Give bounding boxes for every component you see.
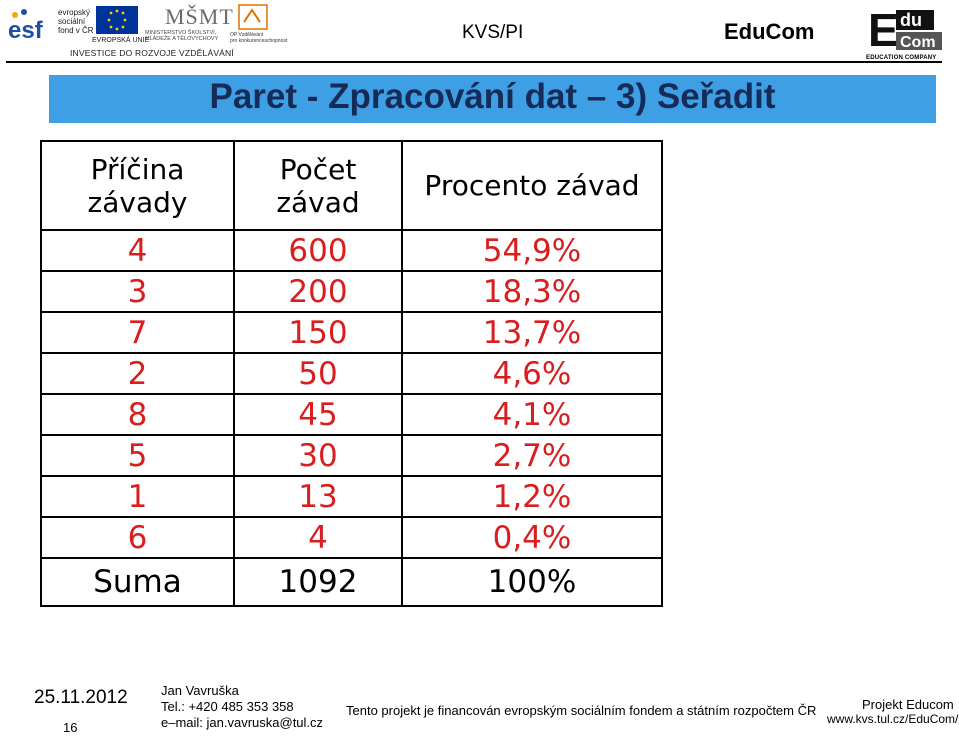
department-label: KVS/PI [462,22,524,43]
cell-percent: 54,9% [401,229,663,272]
table-row: 4 600 54,9% [40,229,663,272]
table-row: 1 13 1,2% [40,475,663,518]
cell-percent: 4,1% [401,393,663,436]
title-bar [49,75,936,123]
op-label: OP Vzdělávání pro konkurenceschopnost [230,32,287,44]
eu-label: EVROPSKÁ UNIE [92,37,150,44]
cell-cause: 2 [40,352,235,395]
educom-title: EduCom [724,19,815,44]
cell-cause: 6 [40,516,235,559]
investice-label: INVESTICE DO ROZVOJE VZDĚLÁVÁNÍ [70,48,234,58]
header-count: Počet závad [233,140,403,231]
cell-cause: 5 [40,434,235,477]
op-logo-icon [238,4,268,30]
educom-logo-du: du [900,10,922,30]
cell-count: 13 [233,475,403,518]
cell-count: 30 [233,434,403,477]
cell-count: 200 [233,270,403,313]
table-row: 3 200 18,3% [40,270,663,313]
author-tel: Tel.: +420 485 353 358 [161,699,294,714]
cell-count: 150 [233,311,403,354]
cell-cause: 7 [40,311,235,354]
project-name: Projekt Educom [862,697,954,712]
educom-logo-e: E [868,4,899,56]
cell-cause: 4 [40,229,235,272]
author-name: Jan Vavruška [161,683,239,698]
slide-title: Paret - Zpracování dat – 3) Seřadit [209,77,776,116]
table-row: 6 4 0,4% [40,516,663,559]
msmt-line: MINISTERSTVO ŠKOLSTVÍ, [145,30,217,36]
cell-count: 600 [233,229,403,272]
sum-percent: 100% [401,557,663,607]
sum-label: Suma [40,557,235,607]
eu-flag-icon [96,6,138,34]
cell-count: 45 [233,393,403,436]
cell-percent: 4,6% [401,352,663,395]
project-url: www.kvs.tul.cz/EduCom/ [827,712,959,726]
cell-percent: 0,4% [401,516,663,559]
esf-line: evropský [58,8,91,17]
education-company-label: EDUCATION COMPANY [866,55,937,61]
page-number: 16 [63,720,78,735]
cell-cause: 8 [40,393,235,436]
op-line: OP Vzdělávání [230,32,264,38]
educom-logo-com: Com [900,34,936,51]
header-percent: Procento závad [401,140,663,231]
cell-percent: 1,2% [401,475,663,518]
footer-author: Jan Vavruška Tel.: +420 485 353 358 e–ma… [161,683,323,731]
funding-note: Tento projekt je financován evropským so… [346,703,817,718]
cell-percent: 18,3% [401,270,663,313]
author-email: e–mail: jan.vavruska@tul.cz [161,715,324,730]
cell-percent: 13,7% [401,311,663,354]
cell-cause: 1 [40,475,235,518]
esf-line: fond v ČR [58,26,94,35]
header-cause: Příčina závady [40,140,235,231]
esf-logo: esf [6,6,56,42]
table-row: 2 50 4,6% [40,352,663,395]
msmt-logo: MŠMT [165,4,234,29]
pareto-table: Příčina závady Počet závad Procento záva… [40,140,663,607]
footer-date: 25.11.2012 [34,687,128,708]
esf-label: evropský sociální fond v ČR [58,8,94,35]
educom-logo: E du Com [866,2,942,56]
table-row: 5 30 2,7% [40,434,663,477]
msmt-line: MLÁDEŽE A TĚLOVÝCHOVY [145,36,219,42]
table-sum-row: Suma 1092 100% [40,557,663,607]
cell-cause: 3 [40,270,235,313]
cell-count: 4 [233,516,403,559]
msmt-label: MINISTERSTVO ŠKOLSTVÍ, MLÁDEŽE A TĚLOVÝC… [145,30,218,42]
table-row: 7 150 13,7% [40,311,663,354]
header-divider [6,61,942,63]
op-line: pro konkurenceschopnost [230,38,288,44]
esf-line: sociální [58,17,86,26]
table-row: 8 45 4,1% [40,393,663,436]
esf-logo-text: esf [8,17,44,42]
cell-count: 50 [233,352,403,395]
sum-count: 1092 [233,557,403,607]
cell-percent: 2,7% [401,434,663,477]
table-header-row: Příčina závady Počet závad Procento záva… [40,140,663,231]
